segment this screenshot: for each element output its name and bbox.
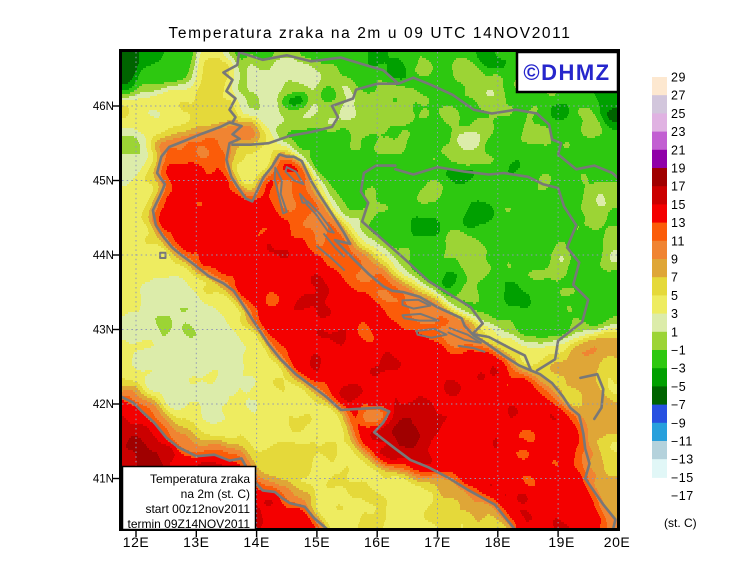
svg-text:17: 17 <box>671 180 686 194</box>
svg-text:13E: 13E <box>183 534 209 550</box>
svg-text:−3: −3 <box>671 362 686 376</box>
svg-text:start 00z12nov2011: start 00z12nov2011 <box>145 502 250 516</box>
svg-text:17E: 17E <box>424 534 450 550</box>
svg-text:19: 19 <box>671 162 686 176</box>
svg-text:−13: −13 <box>671 453 694 467</box>
svg-text:9: 9 <box>671 253 678 267</box>
svg-text:7: 7 <box>671 271 678 285</box>
svg-text:29: 29 <box>671 71 686 85</box>
svg-text:21: 21 <box>671 143 686 157</box>
svg-text:46N: 46N <box>93 101 114 113</box>
svg-text:3: 3 <box>671 307 678 321</box>
svg-text:27: 27 <box>671 89 686 103</box>
svg-text:18E: 18E <box>485 534 511 550</box>
svg-text:15: 15 <box>671 198 686 212</box>
svg-text:45N: 45N <box>93 176 114 188</box>
svg-text:14E: 14E <box>243 534 269 550</box>
svg-text:−17: −17 <box>671 489 694 503</box>
svg-text:1: 1 <box>671 325 678 339</box>
svg-text:43N: 43N <box>93 325 114 337</box>
svg-text:16E: 16E <box>364 534 390 550</box>
svg-text:42N: 42N <box>93 399 114 411</box>
svg-text:44N: 44N <box>93 250 114 262</box>
svg-text:termin 09Z14NOV2011: termin 09Z14NOV2011 <box>127 517 250 531</box>
svg-text:−7: −7 <box>671 398 686 412</box>
svg-text:5: 5 <box>671 289 678 303</box>
svg-text:Temperatura zraka: Temperatura zraka <box>150 472 250 486</box>
svg-text:−15: −15 <box>671 471 694 485</box>
svg-text:−5: −5 <box>671 380 686 394</box>
svg-text:11: 11 <box>671 234 685 248</box>
svg-text:20E: 20E <box>604 534 630 550</box>
svg-text:(st. C): (st. C) <box>664 516 697 530</box>
svg-text:41N: 41N <box>93 474 114 486</box>
svg-text:©DHMZ: ©DHMZ <box>523 60 610 85</box>
svg-text:13: 13 <box>671 216 686 230</box>
svg-text:−1: −1 <box>671 344 686 358</box>
svg-text:Temperatura zraka na 2m u 09 U: Temperatura zraka na 2m u 09 UTC 14NOV20… <box>169 25 572 42</box>
svg-text:23: 23 <box>671 125 686 139</box>
svg-text:na 2m (st. C): na 2m (st. C) <box>181 487 250 501</box>
svg-text:−9: −9 <box>671 416 686 430</box>
svg-text:25: 25 <box>671 107 686 121</box>
svg-text:19E: 19E <box>548 534 574 550</box>
svg-text:12E: 12E <box>123 534 149 550</box>
svg-text:15E: 15E <box>304 534 330 550</box>
svg-text:−11: −11 <box>671 435 693 449</box>
